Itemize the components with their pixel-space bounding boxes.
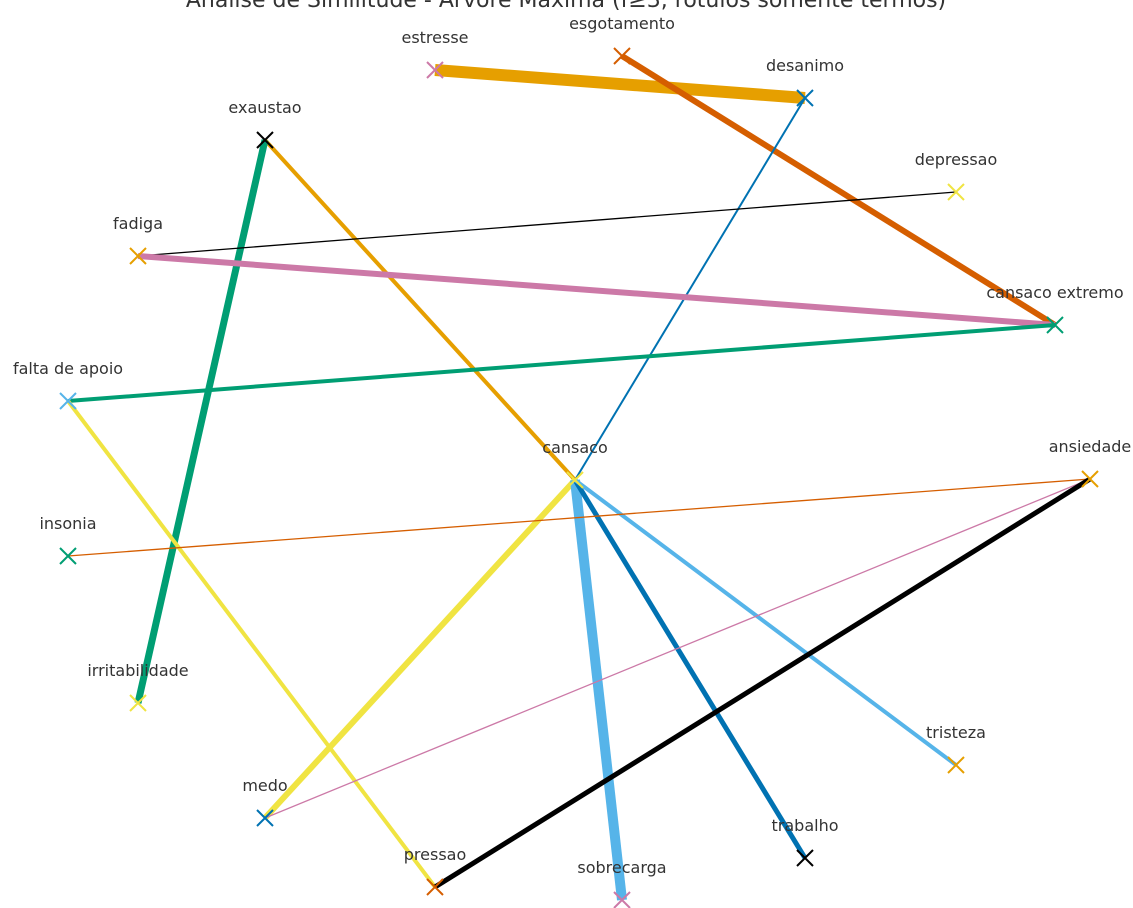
node-label-trabalho: trabalho	[772, 816, 839, 835]
edge-fadiga-cansaco-extremo	[138, 256, 1055, 325]
edge-medo-ansiedade	[265, 479, 1090, 818]
node-label-medo: medo	[242, 776, 287, 795]
node-label-esgotamento: esgotamento	[569, 14, 675, 33]
node-label-estresse: estresse	[401, 28, 468, 47]
node-label-fadiga: fadiga	[113, 214, 163, 233]
edge-layer	[68, 56, 1090, 900]
edge-falta-de-apoio-pressao	[68, 401, 435, 887]
edge-fadiga-depressao	[138, 192, 956, 256]
node-label-irritabilidade: irritabilidade	[87, 661, 188, 680]
node-label-cansaco-extremo: cansaco extremo	[986, 283, 1123, 302]
node-label-tristeza: tristeza	[926, 723, 986, 742]
node-label-pressao: pressao	[404, 845, 467, 864]
node-label-cansaco: cansaco	[542, 438, 607, 457]
edge-exaustao-cansaco	[265, 140, 575, 480]
edge-cansaco-tristeza	[575, 480, 956, 765]
node-marker-pressao	[427, 879, 443, 895]
node-label-insonia: insonia	[39, 514, 96, 533]
node-marker-layer	[60, 48, 1098, 908]
node-label-sobrecarga: sobrecarga	[577, 858, 666, 877]
node-marker-tristeza	[948, 757, 964, 773]
node-marker-trabalho	[797, 850, 813, 866]
node-label-ansiedade: ansiedade	[1049, 437, 1132, 456]
node-label-falta-de-apoio: falta de apoio	[13, 359, 123, 378]
graph-title: Análise de Similitude - Árvore Máxima (f…	[186, 0, 946, 13]
edge-cansaco-medo	[265, 480, 575, 818]
node-label-exaustao: exaustao	[228, 98, 301, 117]
node-label-depressao: depressao	[915, 150, 998, 169]
edge-estresse-desanimo	[435, 70, 805, 98]
node-label-desanimo: desanimo	[766, 56, 844, 75]
node-label-layer: estresse esgotamento desanimo exaustao depre…	[13, 14, 1131, 877]
node-marker-medo	[257, 810, 273, 826]
edge-pressao-ansiedade	[435, 479, 1090, 887]
